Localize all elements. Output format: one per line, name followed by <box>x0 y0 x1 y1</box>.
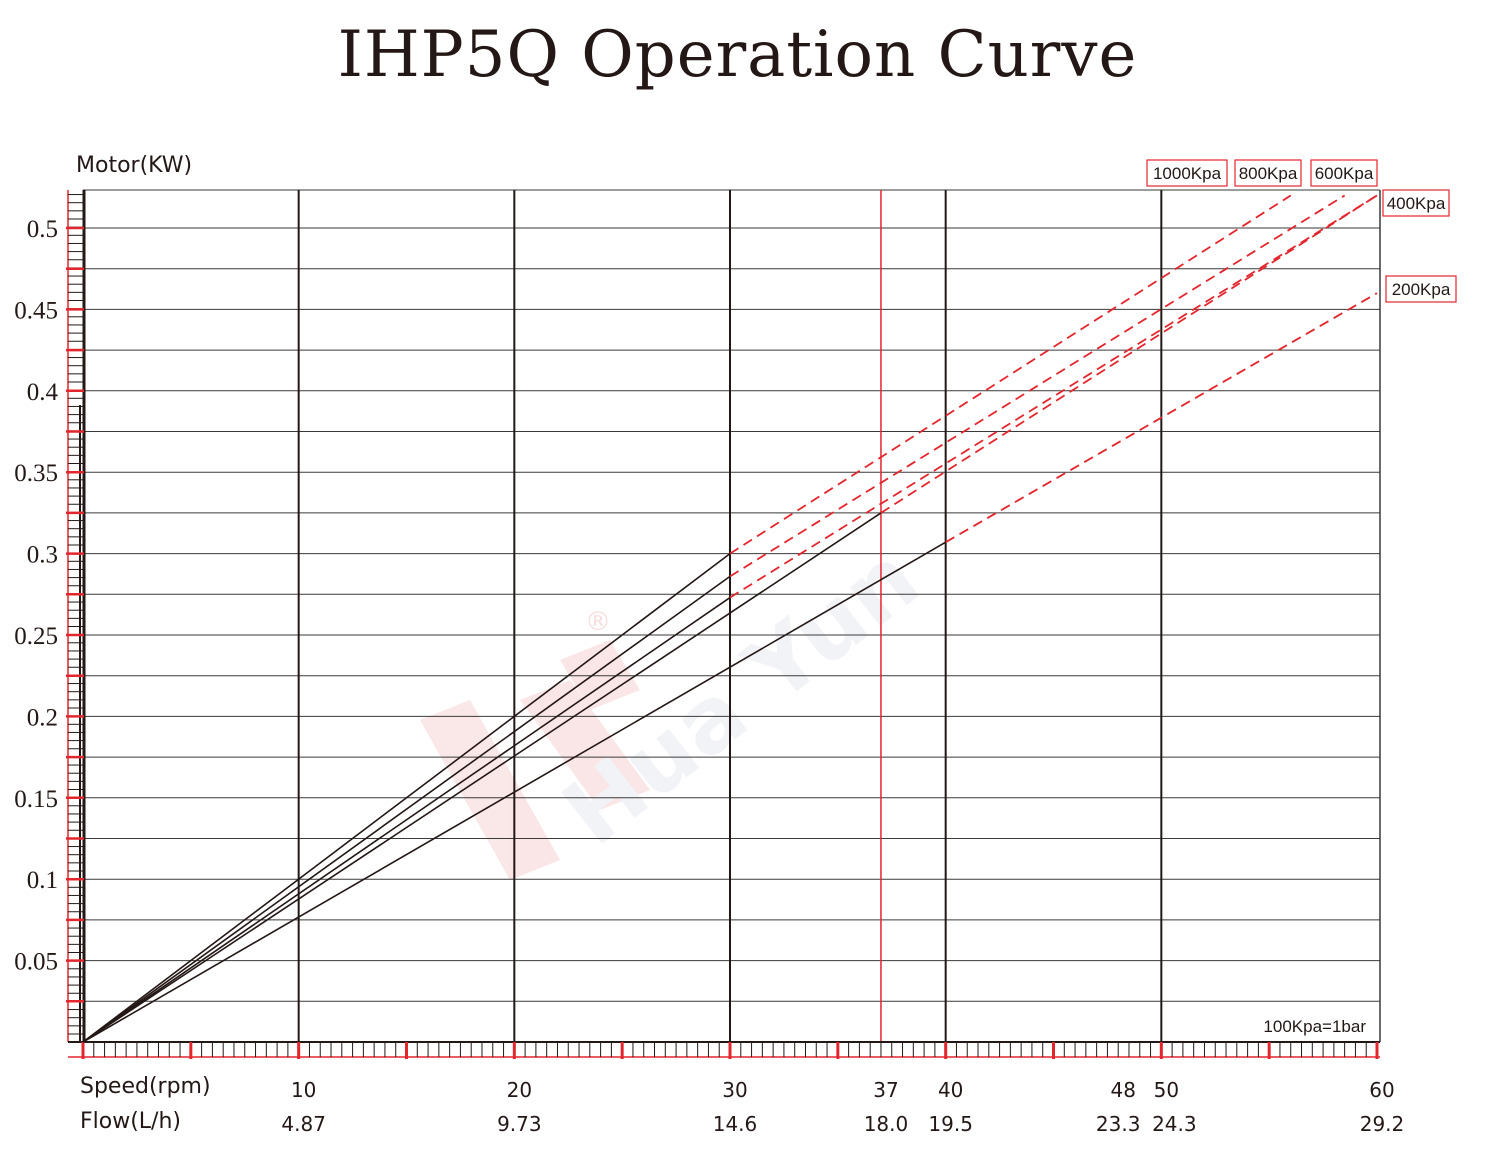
series-line-600Kpa <box>82 596 731 1043</box>
x-tick-label-flow: 29.2 <box>1360 1112 1405 1136</box>
x-tick-label-flow: 23.3 <box>1096 1112 1141 1136</box>
y-tick-label: 0.15 <box>14 786 58 813</box>
series-line-800Kpa <box>82 575 731 1043</box>
y-tick-label: 0.3 <box>27 542 58 569</box>
x-axis-title-speed: Speed(rpm) <box>80 1074 211 1099</box>
series-extrapolation-400Kpa <box>880 194 1378 514</box>
x-tick-label-flow: 18.0 <box>864 1112 909 1136</box>
x-tick-label-speed: 60 <box>1369 1078 1394 1102</box>
watermark: Hua Yun® <box>420 526 938 880</box>
legend-label-200Kpa: 200Kpa <box>1392 280 1451 299</box>
x-tick-label-flow: 4.87 <box>281 1112 326 1136</box>
watermark-logo-icon <box>420 640 650 880</box>
legend-label-400Kpa: 400Kpa <box>1387 194 1446 213</box>
legend-label-1000Kpa: 1000Kpa <box>1153 164 1222 183</box>
series-extrapolation-600Kpa <box>729 194 1378 599</box>
series-extrapolation-200Kpa <box>945 292 1378 543</box>
x-tick-label-speed: 10 <box>291 1078 316 1102</box>
y-axis-title: Motor(KW) <box>76 153 192 178</box>
legend-box-1000Kpa <box>1146 159 1228 187</box>
x-tick-label-speed: 37 <box>873 1078 898 1102</box>
x-tick-label-flow: 14.6 <box>713 1112 758 1136</box>
x-tick-label-flow: 19.5 <box>928 1112 973 1136</box>
series-line-1000Kpa <box>82 552 731 1043</box>
legend-box-400Kpa <box>1382 189 1450 217</box>
x-tick-label-speed: 48 <box>1110 1078 1135 1102</box>
x-axis-title-flow: Flow(L/h) <box>80 1109 181 1134</box>
legend-label-600Kpa: 600Kpa <box>1315 164 1374 183</box>
legend-label-800Kpa: 800Kpa <box>1239 164 1298 183</box>
y-tick-label: 0.05 <box>14 949 58 976</box>
y-tick-label: 0.5 <box>27 216 58 243</box>
x-tick-label-speed: 20 <box>507 1078 532 1102</box>
unit-annotation: 100Kpa=1bar <box>1263 1017 1366 1036</box>
y-tick-label: 0.1 <box>27 867 58 894</box>
series-extrapolation-800Kpa <box>729 194 1346 578</box>
legend-box-200Kpa <box>1385 275 1457 303</box>
legend-box-600Kpa <box>1310 159 1378 187</box>
x-tick-label-flow: 24.3 <box>1152 1112 1197 1136</box>
legend-box-800Kpa <box>1234 159 1302 187</box>
chart-title: IHP5Q Operation Curve <box>337 18 1138 92</box>
y-tick-label: 0.4 <box>27 379 59 406</box>
x-tick-label-speed: 30 <box>722 1078 747 1102</box>
y-tick-label: 0.45 <box>14 297 58 324</box>
watermark-registered-mark: ® <box>585 607 611 637</box>
y-tick-label: 0.2 <box>27 704 58 731</box>
x-tick-label-speed: 40 <box>938 1078 963 1102</box>
series-line-400Kpa <box>82 512 882 1043</box>
y-tick-label: 0.35 <box>14 460 58 487</box>
y-tick-label: 0.25 <box>14 623 58 650</box>
series-line-200Kpa <box>82 541 947 1043</box>
x-tick-label-flow: 9.73 <box>497 1112 542 1136</box>
x-tick-label-speed: 50 <box>1154 1078 1179 1102</box>
series-extrapolation-1000Kpa <box>729 194 1292 555</box>
